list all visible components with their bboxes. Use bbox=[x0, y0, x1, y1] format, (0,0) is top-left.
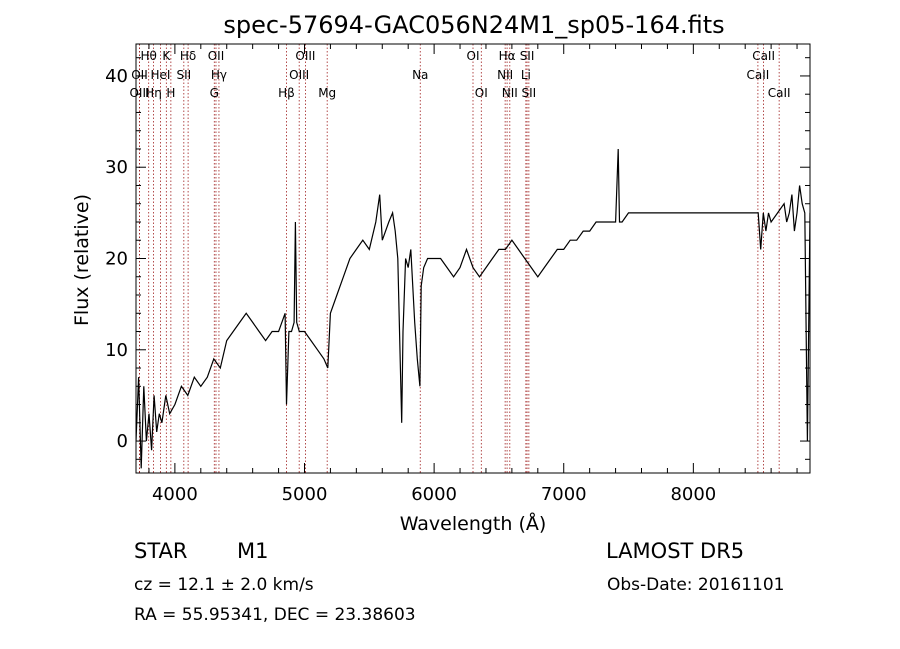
spectral-line-label: OIII bbox=[295, 49, 315, 63]
y-tick-label: 0 bbox=[117, 431, 128, 452]
obs-date-text: Obs-Date: 20161101 bbox=[607, 575, 784, 595]
survey-name: LAMOST DR5 bbox=[606, 539, 744, 563]
spectral-line-label: Li bbox=[521, 68, 531, 82]
spectral-line-label: CaII bbox=[746, 68, 769, 82]
spectral-line-markers bbox=[139, 44, 780, 473]
spectral-line-label: Hα bbox=[499, 49, 516, 63]
y-tick-label: 10 bbox=[105, 340, 128, 361]
spectral-line-label: Mg bbox=[318, 86, 336, 100]
spectral-line-label: OII bbox=[131, 68, 148, 82]
spectral-line-label: Hδ bbox=[180, 49, 196, 63]
spectral-line-label: CaII bbox=[752, 49, 775, 63]
spectral-line-label: OI bbox=[475, 86, 488, 100]
spectral-line-label: Hβ bbox=[278, 86, 295, 100]
spectral-line-label: NII bbox=[502, 86, 518, 100]
object-subclass: M1 bbox=[237, 539, 268, 563]
x-axis-label: Wavelength (Å) bbox=[400, 512, 547, 535]
y-tick-label: 30 bbox=[105, 157, 128, 178]
spectral-line-label: SII bbox=[176, 68, 191, 82]
x-tick-label: 7000 bbox=[541, 484, 587, 505]
coordinates-text: RA = 55.95341, DEC = 23.38603 bbox=[134, 605, 416, 625]
spectral-line-label: HeI bbox=[151, 68, 171, 82]
x-axis-ticks: 4000 5000 6000 7000 8000 bbox=[148, 44, 798, 505]
x-tick-label: 4000 bbox=[152, 484, 198, 505]
x-tick-label: 6000 bbox=[411, 484, 457, 505]
spectral-line-label: CaII bbox=[768, 86, 791, 100]
y-tick-label: 20 bbox=[105, 249, 128, 270]
redshift-text: cz = 12.1 ± 2.0 km/s bbox=[134, 575, 314, 595]
spectrum-series-line bbox=[136, 148, 810, 469]
spectral-line-label: OII bbox=[208, 49, 225, 63]
y-tick-label: 40 bbox=[105, 66, 128, 87]
spectral-line-label: SII bbox=[520, 49, 535, 63]
chart-title: spec-57694-GAC056N24M1_sp05-164.fits bbox=[223, 11, 724, 39]
spectral-line-label: Hγ bbox=[211, 68, 227, 82]
spectral-line-label: G bbox=[210, 86, 219, 100]
spectral-line-label: Hθ bbox=[141, 49, 157, 63]
spectral-line-label: H bbox=[166, 86, 175, 100]
y-axis-label: Flux (relative) bbox=[71, 194, 93, 326]
spectral-line-label: Na bbox=[412, 68, 428, 82]
spectral-line-label: Hη bbox=[145, 86, 162, 100]
spectral-line-label: OIII bbox=[289, 68, 309, 82]
spectral-line-label: OIII bbox=[129, 86, 149, 100]
spectral-line-label: SII bbox=[522, 86, 537, 100]
object-class: STAR bbox=[134, 539, 187, 563]
spectral-line-label: OI bbox=[467, 49, 480, 63]
x-tick-label: 5000 bbox=[282, 484, 328, 505]
y-axis-ticks: 0 10 20 30 40 bbox=[105, 57, 810, 460]
spectral-line-label: K bbox=[162, 49, 171, 63]
x-tick-label: 8000 bbox=[670, 484, 716, 505]
spectral-line-label: NII bbox=[497, 68, 513, 82]
